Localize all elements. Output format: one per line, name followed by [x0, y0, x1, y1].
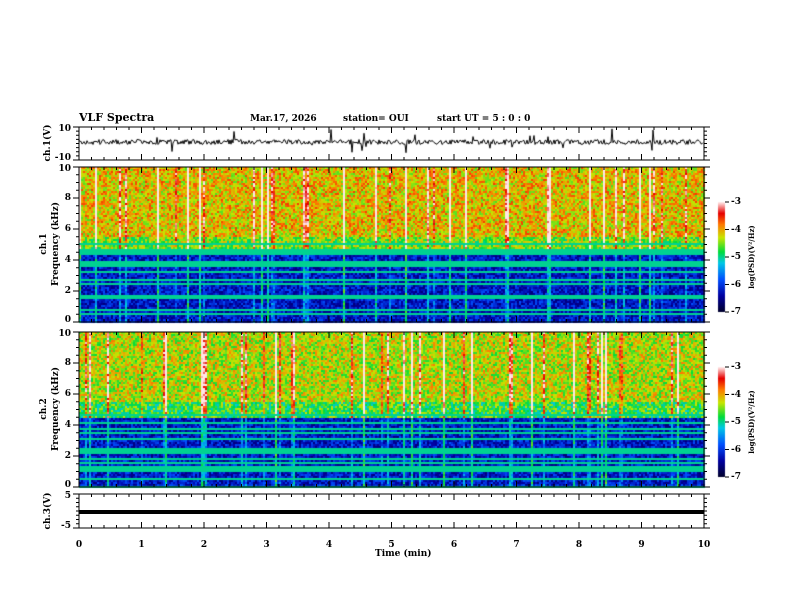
station-label: station= OUI	[343, 114, 409, 124]
x-tick-label: 8	[575, 540, 583, 550]
colorbar-tick-label: -4	[731, 389, 741, 400]
y-tick-label: -10	[54, 153, 71, 163]
y-tick-label: 6	[64, 224, 71, 234]
colorbar-tick-label: -3	[731, 197, 741, 207]
colorbar-tick-label: -5	[731, 417, 741, 427]
colorbar-tick-label: -6	[731, 279, 741, 290]
colorbar-tick-label: -7	[731, 307, 741, 317]
y-tick-label: 10	[58, 329, 71, 339]
date-label: Mar.17, 2026	[250, 114, 317, 124]
y-tick-label: 4	[64, 420, 71, 430]
x-tick-label: 2	[200, 540, 208, 550]
plot-title: VLF Spectra	[79, 111, 155, 124]
colorbar-tick-label: -7	[731, 472, 741, 482]
start-time-label: start UT = 5 : 0 : 0	[437, 114, 531, 124]
x-tick-label: 1	[138, 540, 145, 550]
y-tick-label: 0	[64, 480, 71, 490]
colorbar-tick-label: -3	[731, 362, 741, 372]
x-tick-label: 9	[638, 540, 645, 550]
x-tick-label: 4	[325, 540, 333, 550]
y-tick-label: 4	[64, 255, 71, 265]
x-tick-label: 10	[697, 540, 711, 550]
x-tick-label: 0	[75, 540, 83, 550]
y-tick-label: -5	[61, 521, 71, 531]
x-tick-label: 5	[388, 540, 395, 550]
y-tick-label: 2	[64, 451, 71, 461]
ch3-ylabel: ch.3(V)	[43, 492, 53, 530]
y-tick-label: 2	[64, 286, 71, 296]
y-tick-label: 10	[58, 164, 71, 174]
y-tick-label: 0	[64, 315, 71, 325]
colorbar-tick-label: -6	[731, 444, 741, 455]
colorbar1-label: log(PSD)(V²/Hz)	[747, 225, 756, 289]
colorbar-tick-label: -4	[731, 224, 741, 235]
x-tick-label: 3	[263, 540, 270, 550]
x-tick-label: 6	[450, 540, 458, 550]
ch1-ylabel: ch.1(V)	[43, 124, 53, 162]
y-tick-label: 5	[64, 491, 71, 501]
colorbar2-label: log(PSD)(V²/Hz)	[747, 390, 756, 454]
colorbar-tick-label: -5	[731, 252, 741, 262]
y-tick-label: 8	[64, 358, 71, 368]
y-tick-label: 8	[64, 193, 71, 203]
ch1-spec-ylabel-a: ch.1	[39, 233, 49, 255]
panel-frame	[78, 331, 705, 488]
y-tick-label: 10	[58, 124, 71, 134]
y-tick-label: 6	[64, 389, 71, 399]
ch1-spec-ylabel-b: Frequency (kHz)	[51, 201, 61, 287]
x-axis-label: Time (min)	[375, 549, 432, 559]
x-tick-label: 7	[513, 540, 520, 550]
ch2-spec-ylabel-a: ch.2	[39, 398, 49, 420]
ch2-spec-ylabel-b: Frequency (kHz)	[51, 366, 61, 452]
panel-frame	[78, 166, 705, 323]
